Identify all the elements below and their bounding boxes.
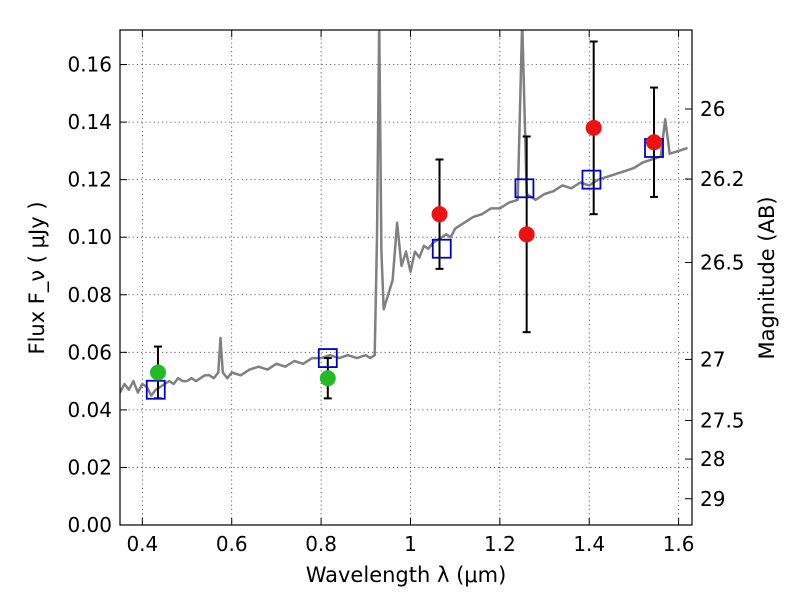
y-tick-label: 0.14: [67, 110, 112, 134]
model-point: [431, 238, 452, 259]
right-tick-label: 26.2: [700, 167, 745, 191]
nir-data-point: [431, 206, 448, 223]
nir-data-point: [518, 226, 535, 243]
y-tick-label: 0.02: [67, 455, 112, 479]
y-tick-label: 0.12: [67, 168, 112, 192]
x-tick-label: 1.4: [573, 532, 605, 556]
model-point: [145, 379, 166, 400]
nir-data-point: [646, 134, 663, 151]
x-tick-label: 0.6: [216, 532, 248, 556]
x-tick-label: 1.2: [484, 532, 516, 556]
grid-layer: [120, 30, 692, 526]
spectrum-line: [120, 30, 688, 397]
y-tick-label: 0.10: [67, 225, 112, 249]
model-point: [581, 169, 602, 190]
x-tick-label: 1.6: [663, 532, 695, 556]
model-point: [514, 178, 535, 199]
right-tick-label: 26: [700, 97, 725, 121]
right-tick-label: 29: [700, 487, 725, 511]
plot-layer: [120, 30, 688, 400]
nir-data-point: [585, 119, 602, 136]
y-axis-title: Flux F_ν ( μJy ): [25, 201, 50, 354]
y-axis-right-title: Magnitude (AB): [755, 196, 779, 359]
x-axis-title: Wavelength λ (μm): [306, 563, 507, 587]
right-tick-label: 27.5: [700, 409, 745, 433]
model-point: [317, 348, 338, 368]
y-tick-label: 0.06: [67, 340, 112, 364]
optical-data-point: [149, 364, 166, 381]
plot-frame: [119, 29, 693, 526]
y-tick-label: 0.16: [67, 53, 112, 77]
y-tick-label: 0.08: [67, 283, 112, 307]
x-tick-label: 1: [404, 532, 417, 556]
right-tick-label: 28: [700, 447, 725, 471]
x-tick-label: 0.4: [126, 532, 158, 556]
right-tick-label: 27: [700, 347, 725, 371]
optical-data-point: [319, 370, 336, 387]
y-tick-label: 0.00: [67, 513, 112, 537]
tick-layer: 0.4 0.6 0.8 1 1.2 1.4 1.6 0.00 0.02 0.04 0.06 0.08 0…: [67, 30, 745, 556]
x-tick-label: 0.8: [305, 532, 337, 556]
y-tick-label: 0.04: [67, 398, 112, 422]
right-tick-label: 26.5: [700, 251, 745, 275]
